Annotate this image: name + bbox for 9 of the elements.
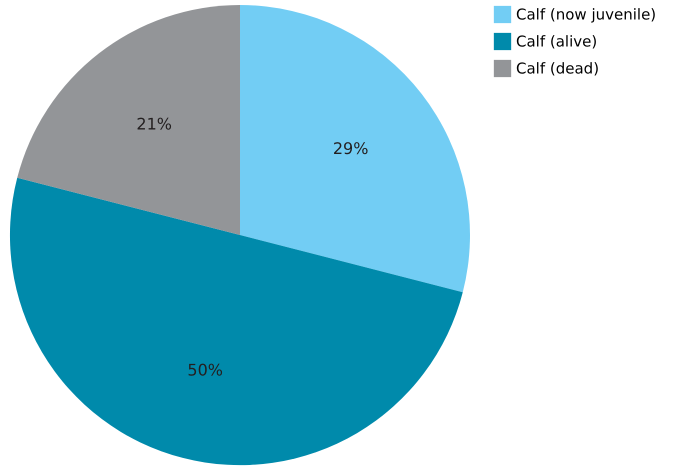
legend-label: Calf (now juvenile) [516,6,656,24]
legend-label: Calf (alive) [516,32,598,50]
data-label: 50% [187,360,223,380]
legend-label: Calf (dead) [516,60,600,78]
data-label: 29% [332,139,368,158]
data-label: 21% [136,114,172,134]
pie-slice [10,178,463,465]
pie-slice [240,5,470,292]
pie-slice [17,5,240,235]
